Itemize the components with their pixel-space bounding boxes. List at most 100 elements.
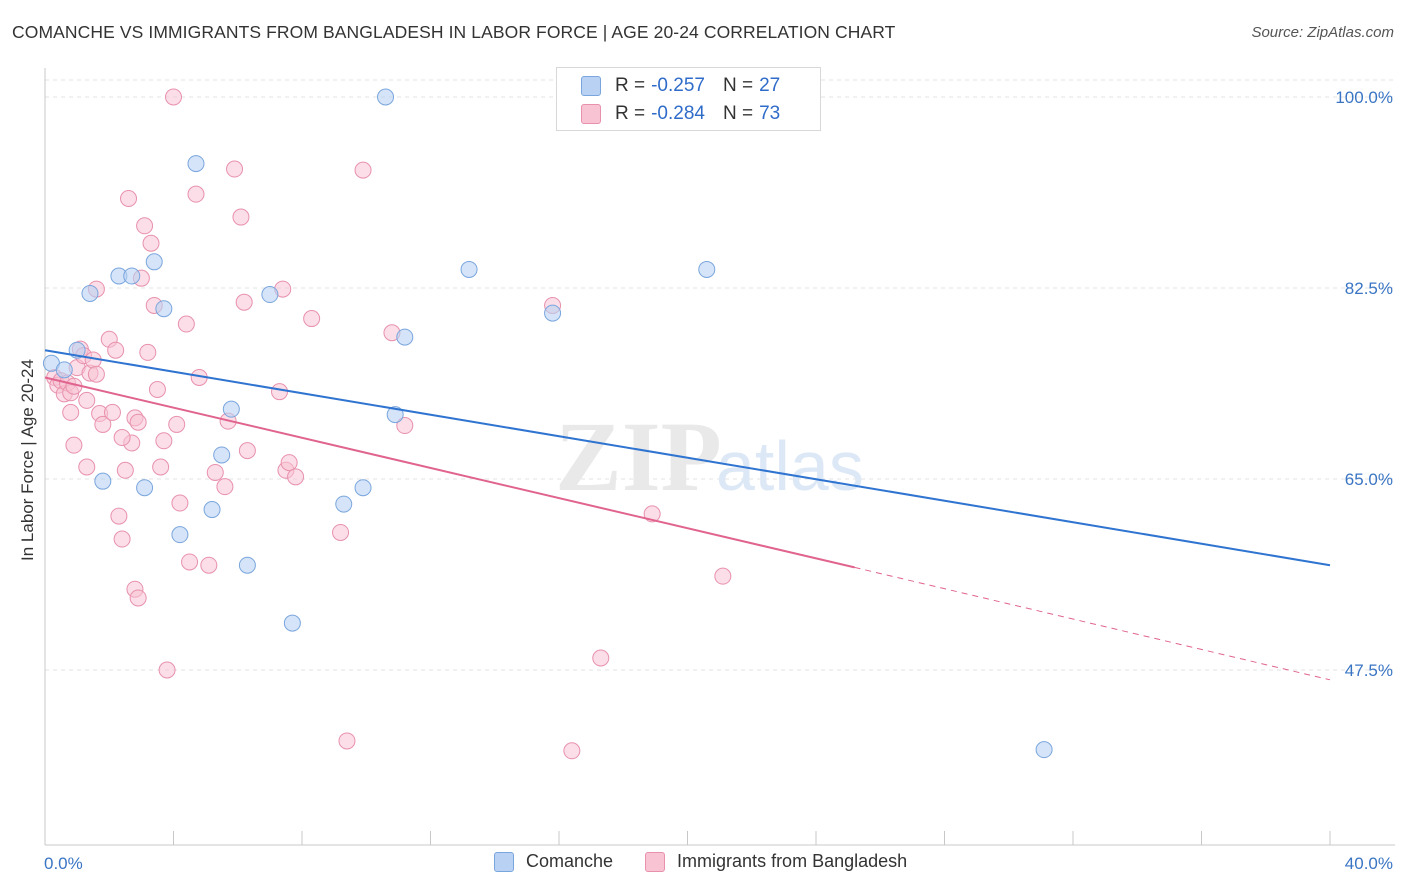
legend-label-comanche: Comanche	[526, 851, 614, 871]
legend-n-label: N =	[722, 103, 754, 124]
point-comanche	[377, 88, 395, 106]
point-comanche	[354, 479, 372, 497]
point-bangladesh	[280, 454, 298, 472]
point-bangladesh	[103, 403, 121, 421]
point-bangladesh	[187, 185, 205, 203]
y-axis-label: In Labor Force | Age 20-24	[18, 359, 37, 561]
point-comanche	[187, 155, 205, 173]
point-bangladesh	[171, 494, 189, 512]
point-bangladesh	[303, 310, 321, 328]
point-bangladesh	[78, 391, 96, 409]
point-bangladesh	[116, 461, 134, 479]
point-bangladesh	[332, 523, 350, 541]
point-comanche	[238, 556, 256, 574]
point-comanche	[460, 260, 478, 278]
point-bangladesh	[155, 432, 173, 450]
watermark: ZIP atlas	[555, 401, 864, 512]
point-bangladesh	[271, 383, 289, 401]
x-tick-label: 0.0%	[44, 854, 83, 873]
point-bangladesh	[216, 478, 234, 496]
stats-legend: R = -0.257 N = 27 R = -0.284 N = 73	[556, 67, 821, 131]
point-bangladesh	[396, 417, 414, 435]
trend-line-bangladesh	[44, 376, 855, 569]
point-comanche	[1035, 741, 1053, 759]
point-comanche	[283, 614, 301, 632]
points-bangladesh	[46, 88, 732, 760]
legend-label-bangladesh: Immigrants from Bangladesh	[677, 851, 908, 871]
y-tick-label: 47.5%	[1345, 661, 1393, 680]
point-bangladesh	[235, 293, 253, 311]
point-bangladesh	[62, 403, 80, 421]
watermark-zip: ZIP	[555, 401, 722, 512]
trend-line-comanche	[44, 349, 1331, 567]
point-bangladesh	[158, 661, 176, 679]
trend-line-bangladesh-extrapolated	[854, 566, 1331, 681]
chart-title: COMANCHE VS IMMIGRANTS FROM BANGLADESH I…	[12, 22, 896, 42]
point-bangladesh	[592, 649, 610, 667]
point-bangladesh	[177, 315, 195, 333]
point-bangladesh	[206, 463, 224, 481]
point-bangladesh	[165, 88, 182, 106]
point-bangladesh	[152, 458, 170, 476]
point-bangladesh	[563, 742, 581, 760]
point-comanche	[123, 267, 141, 285]
point-comanche	[698, 260, 716, 278]
tick-labels: 47.5% 65.0% 82.5% 100.0% 0.0% 40.0%	[44, 88, 1393, 873]
point-bangladesh	[142, 234, 160, 252]
point-comanche	[386, 406, 404, 424]
point-comanche	[261, 286, 279, 304]
point-bangladesh	[94, 415, 112, 433]
point-comanche	[203, 501, 221, 519]
point-bangladesh	[136, 217, 154, 235]
legend-r-label: R =	[615, 103, 646, 124]
point-bangladesh	[643, 505, 661, 523]
point-bangladesh	[129, 589, 147, 607]
legend-swatch-bangladesh	[581, 104, 601, 124]
point-comanche	[55, 361, 73, 379]
point-comanche	[81, 284, 99, 302]
legend-swatch-comanche	[581, 76, 601, 96]
source-label: Source: ZipAtlas.com	[1251, 24, 1394, 41]
point-bangladesh	[354, 161, 372, 179]
point-bangladesh	[78, 458, 96, 476]
point-bangladesh	[87, 365, 105, 383]
point-comanche	[171, 526, 189, 544]
point-bangladesh	[714, 567, 732, 585]
point-comanche	[145, 253, 163, 271]
point-bangladesh	[139, 343, 157, 361]
point-bangladesh	[338, 732, 356, 750]
legend-row-comanche: R = -0.257 N = 27	[581, 74, 780, 98]
point-comanche	[155, 300, 173, 318]
point-bangladesh	[238, 442, 256, 460]
legend-row-bangladesh: R = -0.284 N = 73	[581, 102, 780, 126]
point-bangladesh	[287, 468, 305, 486]
point-bangladesh	[148, 381, 166, 399]
series-legend: Comanche Immigrants from Bangladesh	[494, 851, 939, 872]
legend-r-label: R =	[615, 75, 646, 96]
point-comanche	[136, 479, 154, 497]
point-bangladesh	[65, 436, 83, 454]
point-bangladesh	[226, 160, 244, 178]
point-comanche	[94, 472, 112, 490]
point-comanche	[213, 446, 231, 464]
point-bangladesh	[181, 553, 199, 571]
point-bangladesh	[168, 415, 186, 433]
legend-swatch-comanche	[494, 851, 514, 872]
y-tick-label: 82.5%	[1345, 279, 1393, 298]
legend-item-bangladesh[interactable]: Immigrants from Bangladesh	[645, 851, 907, 872]
legend-n-value-comanche: 27	[759, 75, 781, 96]
y-tick-label: 100.0%	[1335, 88, 1393, 107]
y-tick-label: 65.0%	[1345, 470, 1393, 489]
x-tick-label: 40.0%	[1345, 854, 1393, 873]
point-bangladesh	[129, 413, 147, 431]
point-bangladesh	[200, 556, 218, 574]
legend-r-value-comanche: -0.257	[651, 75, 705, 96]
legend-n-value-bangladesh: 73	[759, 103, 781, 124]
legend-swatch-bangladesh	[645, 851, 666, 872]
legend-item-comanche[interactable]: Comanche	[494, 851, 613, 872]
point-comanche	[544, 304, 562, 322]
point-bangladesh	[113, 429, 131, 447]
point-comanche	[335, 495, 353, 513]
point-bangladesh	[120, 190, 138, 208]
